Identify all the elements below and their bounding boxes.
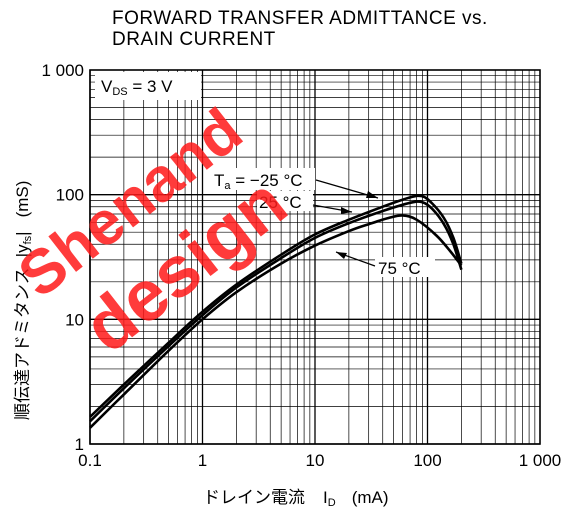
x-tick-label: 1 <box>198 451 207 470</box>
y-tick-label: 10 <box>65 310 84 329</box>
y-tick-label: 100 <box>56 186 84 205</box>
annotation-75: 75 °C <box>335 251 435 278</box>
annotation-25: 25 °C <box>257 191 353 214</box>
svg-text:75 °C: 75 °C <box>378 259 421 278</box>
svg-text:Ta = −25 °C: Ta = −25 °C <box>214 171 303 192</box>
x-tick-label: 10 <box>306 451 325 470</box>
y-tick-label: 1 <box>75 435 84 454</box>
series-lines <box>89 194 463 429</box>
condition-label: VDS = 3 V <box>101 77 173 98</box>
x-tick-label: 0.1 <box>78 451 102 470</box>
y-axis-label: 順伝達アドミタンス|yfs|(mS) <box>13 181 34 420</box>
condition-box <box>95 72 201 100</box>
chart-title-line-1: FORWARD TRANSFER ADMITTANCE vs. <box>112 8 488 29</box>
series-line-2 <box>89 214 463 429</box>
y-tick-label: 1 000 <box>41 61 84 80</box>
x-tick-label: 100 <box>413 451 441 470</box>
chart-title-line-2: DRAIN CURRENT <box>112 29 276 50</box>
svg-text:25 °C: 25 °C <box>259 193 302 212</box>
plot-frame <box>89 69 541 445</box>
x-tick-label: 1 000 <box>519 451 562 470</box>
series-line-0 <box>89 194 463 418</box>
annotation-ta-minus25: Ta = −25 °C <box>211 168 379 199</box>
series-line-1 <box>89 200 463 423</box>
x-axis-label: ドレイン電流 ID (mA) <box>203 488 389 509</box>
